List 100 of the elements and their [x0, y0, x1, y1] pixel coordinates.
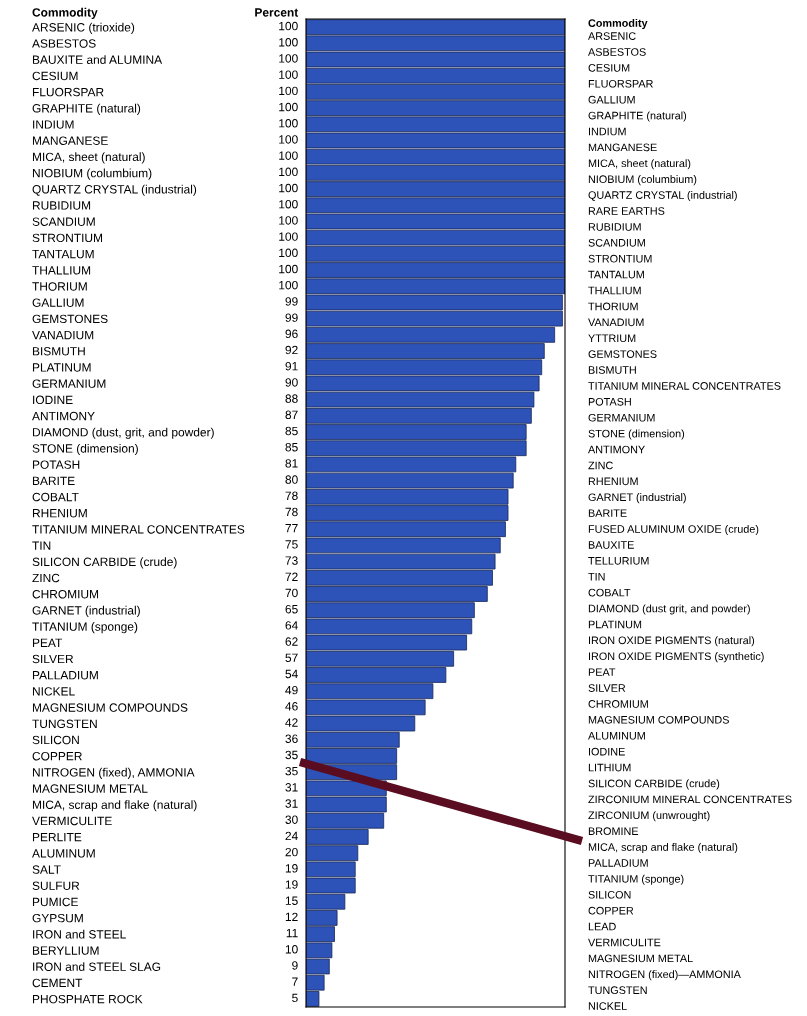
- y-tick-label: IRON and STEEL SLAG: [33, 962, 161, 971]
- text: CESIUM: [588, 64, 630, 72]
- y-tick-label: VERMICULITE: [32, 816, 112, 826]
- text: RARE EARTHS: [588, 207, 665, 215]
- y-tick-label: BISMUTH: [32, 347, 85, 356]
- y-tick-label: MICA, scrap and flake (natural): [32, 800, 197, 812]
- data-label: 100: [279, 38, 298, 47]
- y-tick-label: SILICON: [32, 735, 79, 745]
- data-label: 100: [279, 70, 298, 79]
- text: COBALT: [588, 588, 631, 597]
- data-label: 11: [286, 928, 298, 938]
- y-tick-label: PEAT: [32, 638, 63, 647]
- data-label: 5: [292, 993, 298, 1003]
- data-label: 88: [285, 394, 298, 403]
- data-label: 15: [285, 896, 298, 905]
- data-label: 100: [279, 264, 298, 274]
- y-tick-label: STRONTIUM: [32, 233, 103, 243]
- y-tick-label: GRAPHITE (natural): [32, 103, 141, 115]
- text: SILICON CARBIDE (crude): [588, 779, 720, 790]
- text: YTTRIUM: [588, 334, 636, 343]
- data-label: 87: [285, 410, 298, 420]
- data-label: 92: [285, 345, 298, 355]
- y-tick-label: BERYLLIUM: [32, 946, 99, 955]
- y-tick-label: MICA, sheet (natural): [32, 152, 145, 164]
- y-tick-label: PHOSPHATE ROCK: [32, 994, 143, 1004]
- data-label: 12: [285, 912, 298, 922]
- data-label: 100: [279, 216, 298, 225]
- text: PALLADIUM: [588, 859, 648, 867]
- y-tick-label: ARSENIC (trioxide): [32, 22, 135, 34]
- data-label: 57: [285, 653, 298, 662]
- data-label: 99: [285, 313, 298, 322]
- text: VERMICULITE: [588, 938, 661, 947]
- y-tick-label: TIN: [32, 541, 51, 550]
- y-tick-label: CESIUM: [32, 71, 78, 81]
- data-label: 62: [285, 637, 298, 646]
- text: STRONTIUM: [588, 254, 652, 263]
- data-label: 75: [285, 540, 298, 549]
- text: NICKEL: [588, 1002, 627, 1010]
- text: IRON OXIDE PIGMENTS (natural): [589, 636, 755, 647]
- data-label: 64: [285, 621, 298, 630]
- y-tick-label: BAUXITE and ALUMINA: [32, 55, 163, 64]
- y-tick-label: IODINE: [33, 395, 73, 405]
- data-label: 73: [285, 556, 298, 565]
- y-tick-label: RHENIUM: [32, 509, 87, 518]
- y-tick-label: PUMICE: [32, 897, 78, 907]
- data-label: 100: [279, 167, 298, 177]
- text: CHROMIUM: [588, 700, 648, 708]
- data-label: 100: [279, 102, 298, 112]
- text: ANTIMONY: [588, 445, 645, 454]
- text: PEAT: [588, 668, 616, 676]
- data-label: 100: [279, 151, 298, 160]
- text: GALLIUM: [588, 95, 635, 104]
- y-tick-label: DIAMOND (dust, grit, and powder): [32, 427, 214, 439]
- text: BISMUTH: [588, 366, 636, 374]
- data-label: 100: [279, 135, 298, 144]
- y-tick-label: CEMENT: [32, 978, 83, 988]
- text: QUARTZ CRYSTAL (industrial): [588, 190, 737, 202]
- data-label: 96: [285, 329, 298, 339]
- y-tick-label: NIOBIUM (columbium): [32, 168, 152, 180]
- text: VANADIUM: [588, 318, 644, 327]
- y-tick-label: RUBIDIUM: [32, 201, 91, 210]
- text: IRON OXIDE PIGMENTS (synthetic): [589, 652, 764, 663]
- text: TITANIUM (sponge): [588, 874, 684, 885]
- data-label: 100: [279, 280, 298, 290]
- text: PLATINUM: [588, 620, 642, 629]
- y-tick-label: COPPER: [32, 751, 82, 761]
- text: MICA, scrap and flake (natural): [588, 842, 738, 854]
- y-tick-label: GEMSTONES: [32, 314, 108, 324]
- data-label: 19: [285, 880, 298, 889]
- data-label: 9: [292, 961, 298, 970]
- data-label: 85: [285, 442, 298, 452]
- data-label: 100: [279, 21, 298, 31]
- y-tick-label: THALLIUM: [32, 266, 91, 275]
- y-tick-label: INDIUM: [33, 120, 74, 129]
- text: TELLURIUM: [588, 557, 649, 565]
- text: ARSENIC: [588, 32, 636, 40]
- data-label: 35: [285, 750, 298, 760]
- text: THORIUM: [588, 302, 638, 311]
- text: TANTALUM: [588, 270, 644, 279]
- y-tick-label: SALT: [32, 865, 61, 874]
- data-label: 24: [285, 831, 298, 841]
- data-label: 100: [279, 86, 298, 96]
- y-tick-label: PALLADIUM: [32, 671, 98, 680]
- data-label: 100: [279, 232, 298, 241]
- text: TIN: [588, 573, 605, 581]
- data-label: 100: [279, 54, 298, 63]
- text: MANGANESE: [588, 143, 657, 152]
- data-label: 65: [285, 604, 298, 614]
- data-label: 85: [285, 426, 298, 436]
- y-tick-label: GALLIUM: [32, 298, 84, 307]
- y-tick-label: COBALT: [32, 492, 79, 502]
- text: Percent: [255, 8, 299, 17]
- text: GARNET (industrial): [588, 493, 686, 504]
- y-tick-label: PLATINUM: [32, 363, 91, 372]
- text: GRAPHITE (natural): [588, 111, 687, 122]
- data-label: 80: [285, 475, 298, 484]
- data-label: 78: [285, 491, 298, 501]
- text: RUBIDIUM: [588, 223, 641, 231]
- data-label: 31: [285, 799, 298, 808]
- data-label: 42: [285, 718, 298, 727]
